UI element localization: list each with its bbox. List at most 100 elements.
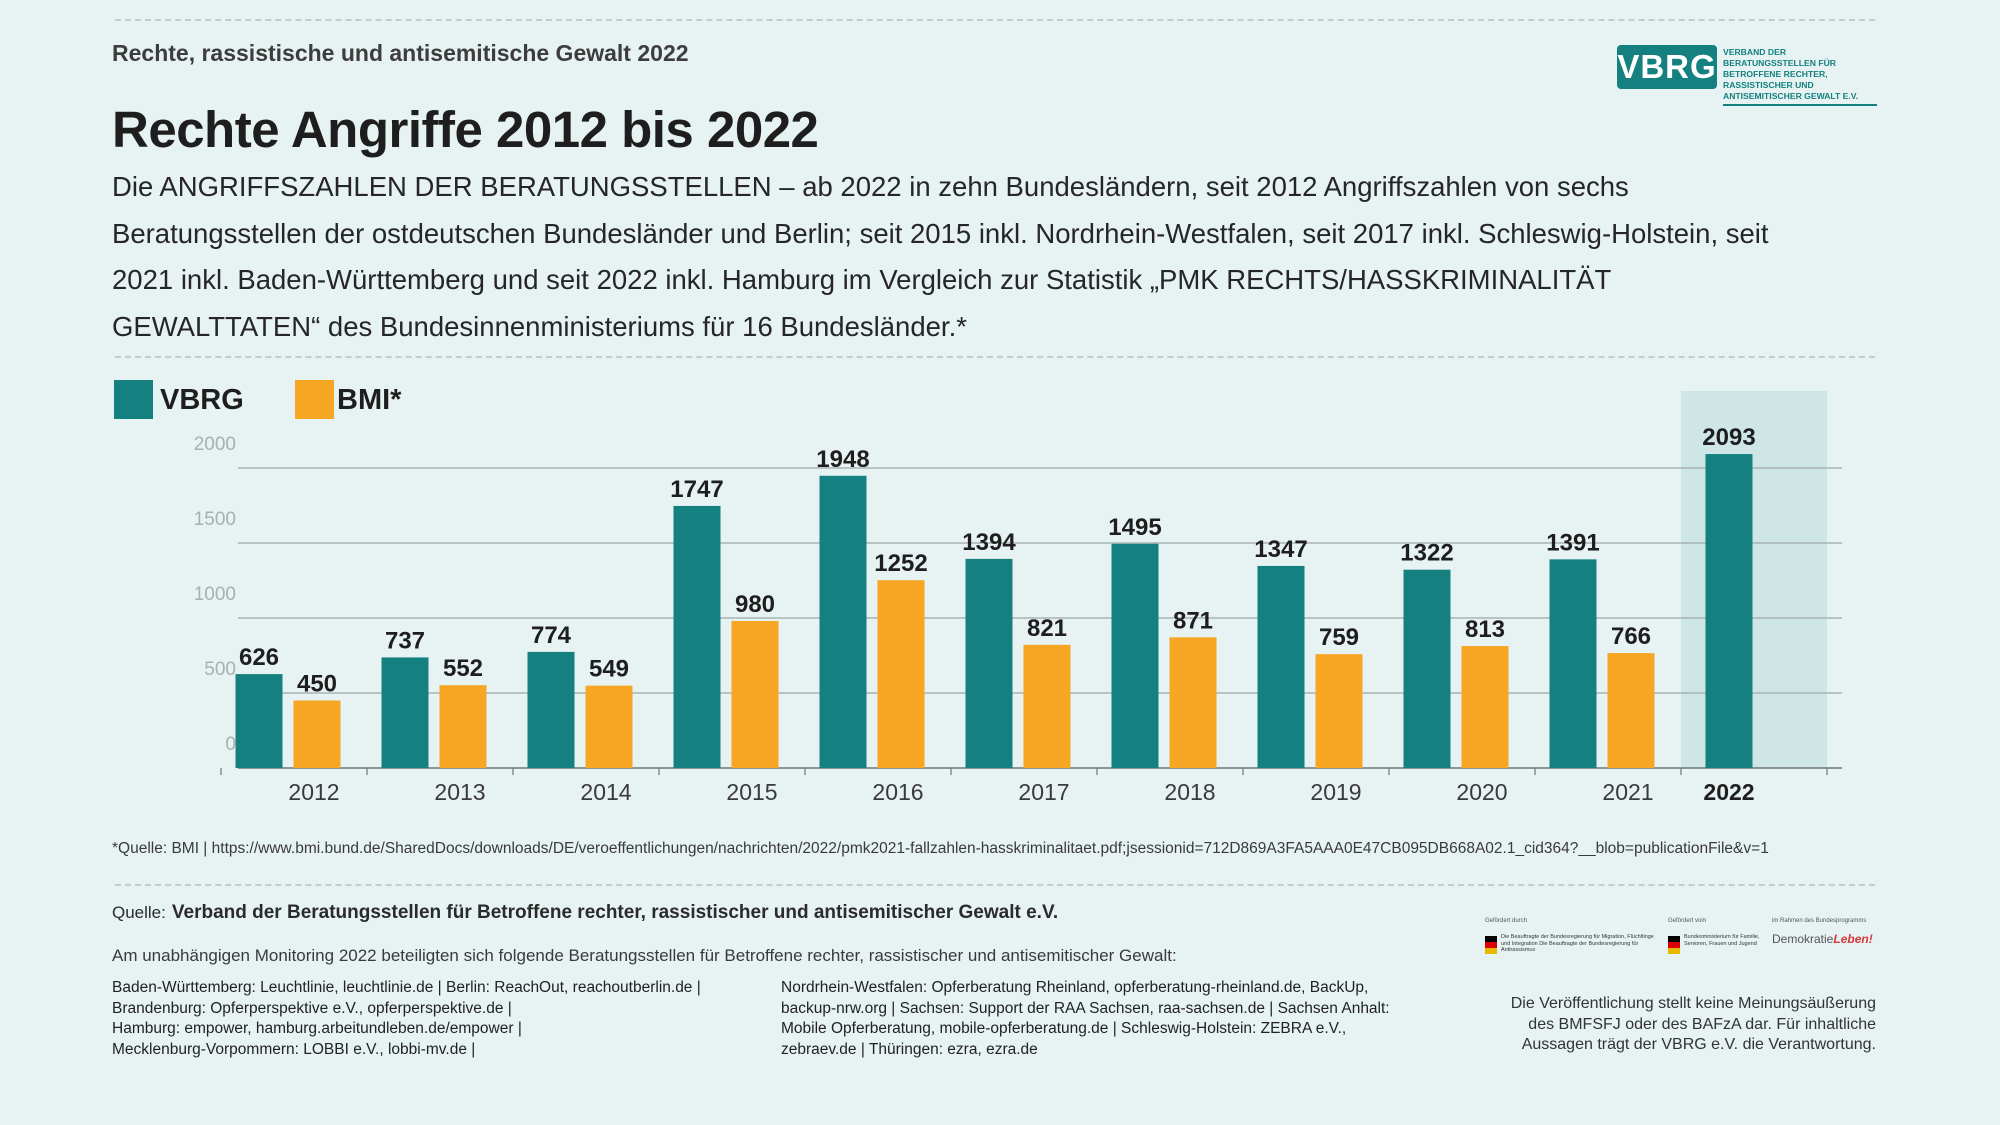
data-label-bmi: 766: [1611, 623, 1651, 650]
data-label-vbrg: 2093: [1702, 424, 1755, 451]
source-label: Quelle:: [112, 903, 166, 922]
partners-left: Baden-Württemberg: Leuchtlinie, leuchtli…: [112, 978, 701, 1060]
legend-swatch-vbrg: [114, 380, 153, 419]
bar-bmi: [877, 580, 925, 768]
footnote: *Quelle: BMI | https://www.bmi.bund.de/S…: [112, 840, 1769, 857]
federal-eagle-icon: [1485, 936, 1497, 954]
funder-demokratie-leben: im Rahmen des Bundesprogramms Demokratie…: [1772, 918, 1880, 946]
bar-bmi: [585, 685, 633, 768]
funder-text: Bundesministerium für Familie, Senioren,…: [1684, 934, 1760, 947]
source-line: Quelle: Verband der Beratungsstellen für …: [112, 902, 1058, 924]
partners-line: zebraev.de | Thüringen: ezra, ezra.de: [781, 1040, 1038, 1058]
y-tick-label: 0: [225, 734, 236, 755]
bar-bmi: [1023, 644, 1071, 768]
data-label-bmi: 980: [735, 591, 775, 618]
page-subtitle: Die ANGRIFFSZAHLEN DER BERATUNGSSTELLEN …: [112, 171, 1769, 342]
y-tick-label: 1000: [194, 584, 236, 605]
data-label-vbrg: 1322: [1400, 540, 1453, 567]
federal-eagle-icon: [1668, 936, 1680, 954]
bar-vbrg: [965, 558, 1013, 768]
bar-bmi: [1607, 653, 1655, 768]
bar-vbrg: [1257, 565, 1305, 768]
x-tick-label: 2021: [1602, 779, 1653, 805]
data-label-vbrg: 1495: [1108, 514, 1161, 541]
disclaimer: Die Veröffentlichung stellt keine Meinun…: [1456, 994, 1876, 1056]
funder-caption: Gefördert vom: [1668, 918, 1707, 924]
funder-text: Die Beauftragte der Bundesregierung für …: [1501, 934, 1654, 953]
x-tick-label: 2016: [872, 779, 923, 805]
partners-line: Mobile Opferberatung, mobile-opferberatu…: [781, 1020, 1347, 1037]
partners-line: backup-nrw.org | Sachsen: Support der RA…: [781, 999, 1390, 1017]
disclaimer-line: Die Veröffentlichung stellt keine Meinun…: [1510, 995, 1876, 1012]
bar-vbrg: [673, 505, 721, 768]
partners-line: Nordrhein-Westfalen: Opferberatung Rhein…: [781, 979, 1369, 996]
funder-bmfsfj: Gefördert vom Bundesministerium für Fami…: [1668, 918, 1768, 954]
funder-integration: Gefördert durch Die Beauftragte der Bund…: [1485, 918, 1655, 954]
bottom-divider: [115, 884, 1875, 886]
x-tick-label: 2015: [726, 779, 777, 805]
top-divider: [115, 19, 1875, 21]
disclaimer-line: des BMFSFJ oder des BAFzA dar. Für inhal…: [1528, 1015, 1876, 1033]
y-tick-label: 1500: [194, 509, 236, 530]
monitoring-text: Am unabhängigen Monitoring 2022 beteilig…: [112, 946, 1177, 965]
data-label-vbrg: 626: [239, 644, 279, 671]
x-tick-label: 2017: [1018, 779, 1069, 805]
bar-bmi: [1315, 654, 1363, 768]
bar-vbrg: [1549, 559, 1597, 768]
data-label-vbrg: 737: [385, 627, 425, 654]
bar-vbrg: [527, 651, 575, 768]
logo-word: Demokratie: [1772, 932, 1834, 946]
bar-vbrg: [1705, 454, 1753, 768]
data-label-vbrg: 1394: [962, 529, 1016, 556]
kicker: Rechte, rassistische und antisemitische …: [112, 40, 689, 66]
y-tick-label: 500: [204, 659, 236, 680]
data-label-bmi: 1252: [874, 550, 927, 577]
demokratie-leben-logo: DemokratieLeben!: [1772, 932, 1873, 946]
x-tick-label: 2019: [1310, 779, 1361, 805]
x-tick-label: 2022: [1703, 779, 1754, 805]
x-tick-label: 2018: [1164, 779, 1215, 805]
data-label-bmi: 450: [297, 671, 337, 698]
data-label-bmi: 759: [1319, 624, 1359, 651]
logo-text: Verband der Beratungsstellen für Betroff…: [1723, 47, 1877, 106]
legend-label-vbrg: VBRG: [160, 384, 244, 416]
data-label-vbrg: 1347: [1254, 536, 1307, 563]
legend-swatch-bmi: [295, 380, 334, 419]
x-tick-label: 2020: [1456, 779, 1507, 805]
partners-line: Hamburg: empower, hamburg.arbeitundleben…: [112, 1020, 522, 1037]
data-label-vbrg: 1948: [816, 446, 869, 473]
data-label-bmi: 549: [589, 656, 629, 683]
partners-line: Brandenburg: Opferperspektive e.V., opfe…: [112, 999, 512, 1017]
bar-bmi: [439, 685, 487, 768]
data-label-vbrg: 774: [531, 622, 572, 649]
bar-bmi: [1461, 646, 1509, 768]
data-label-bmi: 821: [1027, 615, 1067, 642]
legend-label-bmi: BMI*: [337, 384, 402, 416]
highlight-band: [1681, 391, 1827, 768]
funder-logos: Gefördert durch Die Beauftragte der Bund…: [1485, 918, 1880, 978]
funder-caption: Gefördert durch: [1485, 918, 1528, 924]
logo-accent: Leben!: [1833, 932, 1873, 946]
x-tick-label: 2013: [434, 779, 485, 805]
data-label-vbrg: 1391: [1546, 529, 1599, 556]
vbrg-logo: VBRG Verband der Beratungsstellen für Be…: [1617, 45, 1877, 106]
bar-bmi: [1169, 637, 1217, 768]
bar-vbrg: [1111, 543, 1159, 768]
bar-vbrg: [1403, 569, 1451, 768]
partners-line: Baden-Württemberg: Leuchtlinie, leuchtli…: [112, 979, 701, 996]
data-label-bmi: 552: [443, 655, 483, 682]
page-title: Rechte Angriffe 2012 bis 2022: [112, 101, 819, 158]
partners-line: Mecklenburg-Vorpommern: LOBBI e.V., lobb…: [112, 1040, 476, 1058]
bar-vbrg: [819, 475, 867, 768]
x-tick-label: 2014: [580, 779, 631, 805]
bar-chart: 0 500 1000 1500 2000 626 450 2012 737 552 2013 774 5…: [194, 391, 1842, 805]
bar-vbrg: [235, 674, 283, 768]
data-label-bmi: 871: [1173, 607, 1213, 634]
partners-right: Nordrhein-Westfalen: Opferberatung Rhein…: [781, 978, 1390, 1060]
funder-caption: im Rahmen des Bundesprogramms: [1772, 918, 1867, 924]
x-tick-label: 2012: [288, 779, 339, 805]
y-tick-label: 2000: [194, 434, 236, 455]
data-label-bmi: 813: [1465, 616, 1505, 643]
mid-divider: [115, 356, 1875, 358]
source-text: Verband der Beratungsstellen für Betroff…: [171, 902, 1059, 923]
